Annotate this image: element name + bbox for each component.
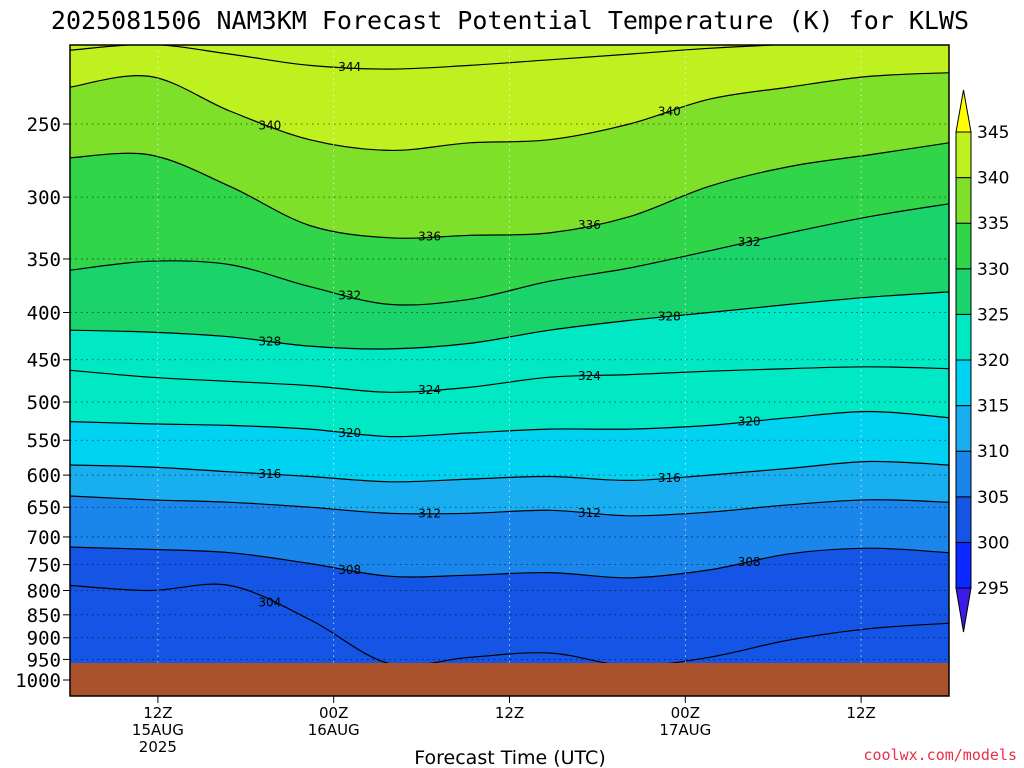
contour-label-328: 328 [658,309,681,323]
colorbar-label: 340 [977,169,1009,189]
colorbar: 295 300 305 310 315 320 325 330 335 340 345 [955,89,1009,633]
contour-label-344: 344 [338,60,361,74]
colorbar-bottom-arrow [955,587,972,633]
x-axis-label: Forecast Time (UTC) [414,747,605,768]
colorbar-top-arrow [955,89,972,133]
colorbar-segment [955,177,972,224]
colorbar-label: 295 [977,579,1009,599]
contour-labels: 304 308 308 312 312 316 316 320 320 324 324 328 328 3… [258,60,760,609]
colorbar-label: 320 [977,351,1009,371]
colorbar-segment [955,405,972,452]
grid-lines [70,45,949,696]
y-tick-label: 1000 [15,670,61,692]
contour-label-316: 316 [658,471,681,485]
colorbar-label: 310 [977,442,1009,462]
contour-312 [70,495,949,517]
y-tick-label: 300 [27,187,61,209]
band-344 [70,45,775,70]
contour-label-312: 312 [578,506,601,520]
contour-label-320: 320 [738,415,761,429]
colorbar-label: 300 [977,533,1009,553]
y-tick-label: 500 [27,392,61,414]
y-tick-label: 650 [27,497,61,519]
contour-304 [70,583,949,667]
contour-340 [70,72,949,152]
contour-332 [70,203,949,306]
y-tick-label: 850 [27,605,61,627]
y-tick-label: 950 [27,649,61,671]
colorbar-segment [955,313,972,361]
x-tick-label: 17AUG [659,721,711,739]
colorbar-label: 305 [977,488,1009,508]
ground-surface [70,663,949,696]
colorbar-segment [955,541,972,589]
y-tick-label: 550 [27,430,61,452]
contour-label-304: 304 [258,595,281,609]
colorbar-label: 345 [977,123,1009,143]
colorbar-segment [955,131,972,179]
y-tick-label: 700 [27,527,61,549]
colorbar-label: 335 [977,214,1009,234]
y-tick-label: 600 [27,465,61,487]
y-tick-label: 350 [27,249,61,271]
x-tick-label: 12Z [143,704,172,722]
contour-label-316: 316 [258,467,281,481]
contour-label-340: 340 [258,118,281,132]
contour-label-324: 324 [418,383,441,397]
colorbar-segment [955,450,972,498]
contour-label-328: 328 [258,334,281,348]
contour-label-308: 308 [338,563,361,577]
contour-label-336: 336 [418,230,441,244]
y-axis: 2503003504004505005506006507007508008509… [15,114,70,692]
x-tick-label: 2025 [139,738,177,756]
contour-label-312: 312 [418,506,441,520]
contour-label-320: 320 [338,426,361,440]
x-tick-label: 15AUG [132,721,184,739]
x-tick-label: 00Z [319,704,348,722]
colorbar-segment [955,359,972,407]
colorbar-segment [955,268,972,315]
colorbar-segment [955,222,972,270]
x-tick-label: 16AUG [308,721,360,739]
contour-label-332: 332 [338,289,361,303]
colorbar-label: 315 [977,397,1009,417]
x-tick-label: 00Z [671,704,700,722]
contour-324 [70,366,949,393]
y-tick-label: 250 [27,114,61,136]
contour-label-332: 332 [738,235,761,249]
band-340 [70,45,949,151]
plot-area [70,45,949,696]
y-tick-label: 750 [27,555,61,577]
colorbar-label: 330 [977,260,1009,280]
contour-label-340: 340 [658,105,681,119]
credit-text: coolwx.com/models [863,746,1017,764]
y-tick-label: 900 [27,628,61,650]
contour-336 [70,142,949,239]
chart-title: 2025081506 NAM3KM Forecast Potential Tem… [51,6,969,35]
y-tick-label: 400 [27,303,61,325]
contour-label-308: 308 [738,555,761,569]
contour-316 [70,460,949,483]
y-tick-label: 800 [27,581,61,603]
x-tick-label: 12Z [495,704,524,722]
y-tick-label: 450 [27,350,61,372]
colorbar-segment [955,496,972,543]
x-tick-label: 12Z [846,704,875,722]
contour-label-324: 324 [578,369,601,383]
colorbar-label: 325 [977,305,1009,325]
contour-label-336: 336 [578,218,601,232]
